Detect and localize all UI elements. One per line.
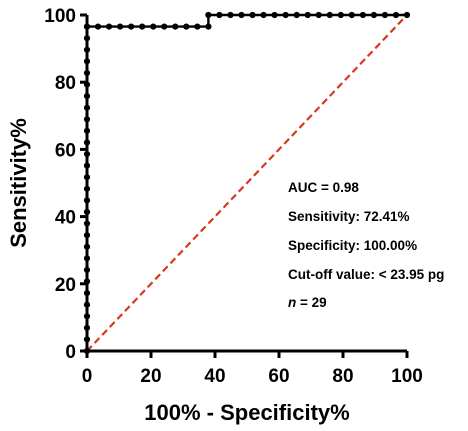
roc-point [83, 23, 91, 30]
roc-point [205, 23, 212, 30]
roc-point [227, 11, 234, 19]
roc-point [83, 139, 91, 146]
reference-line [86, 14, 408, 352]
roc-point [83, 81, 91, 88]
roc-point [83, 301, 91, 308]
roc-point [216, 11, 223, 19]
n-symbol: n [288, 295, 296, 310]
roc-point [83, 324, 91, 331]
x-tick-label: 80 [332, 366, 353, 387]
x-tick-label: 0 [82, 366, 93, 387]
roc-point [161, 23, 168, 30]
roc-point [293, 11, 300, 19]
x-tick-label: 20 [140, 366, 161, 387]
roc-point [337, 11, 344, 19]
roc-point [83, 197, 91, 204]
roc-point [271, 11, 278, 19]
roc-point [83, 116, 91, 123]
roc-point [260, 11, 267, 19]
roc-point [83, 289, 91, 297]
roc-point [83, 162, 91, 169]
roc-point [83, 150, 91, 158]
roc-point [83, 174, 91, 181]
specificity-annotation: Specificity: 100.00% [288, 238, 417, 253]
roc-point [83, 69, 91, 77]
roc-point [194, 23, 201, 30]
x-tick-label: 40 [204, 366, 225, 387]
roc-point [172, 23, 179, 30]
roc-point [304, 11, 311, 19]
roc-point [403, 11, 411, 19]
y-tick-label: 0 [65, 342, 76, 363]
roc-point [83, 127, 91, 134]
roc-point [105, 23, 113, 30]
y-tick-label: 20 [55, 275, 76, 296]
roc-point [183, 23, 190, 30]
sensitivity-annotation: Sensitivity: 72.41% [288, 209, 410, 224]
roc-point [392, 11, 400, 19]
auc-annotation: AUC = 0.98 [288, 180, 359, 195]
y-tick-label: 40 [55, 208, 76, 229]
roc-point [83, 93, 91, 100]
roc-point [128, 23, 135, 30]
roc-point [315, 11, 322, 19]
y-tick-label: 60 [55, 140, 76, 161]
roc-point [381, 11, 389, 19]
roc-point [139, 23, 146, 30]
y-tick-label: 80 [55, 73, 76, 94]
roc-point [238, 11, 245, 19]
n-value: = 29 [296, 295, 326, 310]
roc-point [83, 220, 91, 227]
roc-point [370, 11, 378, 19]
roc-point [83, 208, 91, 216]
roc-point [83, 232, 91, 239]
roc-point [83, 278, 91, 285]
roc-point [326, 11, 333, 19]
roc-point [83, 347, 91, 355]
roc-point [348, 11, 355, 19]
roc-point [150, 23, 157, 30]
x-tick-label: 60 [268, 366, 289, 387]
n-annotation: n = 29 [288, 295, 327, 310]
roc-point [94, 23, 102, 30]
roc-point [83, 336, 91, 343]
roc-point [83, 185, 91, 192]
roc-point [83, 266, 91, 273]
x-tick-label: 100 [391, 366, 423, 387]
roc-point [359, 11, 366, 19]
roc-point [83, 35, 91, 42]
roc-point [83, 46, 91, 53]
roc-point [83, 104, 91, 111]
roc-point [83, 243, 91, 250]
cutoff-annotation: Cut-off value: < 23.95 pg [288, 267, 444, 282]
y-axis-title: Sensitivity% [6, 118, 31, 248]
roc-point [83, 58, 91, 65]
roc-point [83, 313, 91, 320]
roc-point [83, 255, 91, 262]
y-tick-label: 100 [44, 6, 76, 27]
roc-point [116, 23, 124, 30]
plot-area: 0 20 40 60 80 100 0 20 40 60 80 100 [44, 6, 423, 387]
roc-point [282, 11, 289, 19]
x-axis-title: 100% - Specificity% [144, 400, 349, 425]
annotation-box: AUC = 0.98 Sensitivity: 72.41% Specifici… [288, 180, 444, 310]
roc-point [249, 11, 256, 19]
roc-point [205, 11, 212, 19]
